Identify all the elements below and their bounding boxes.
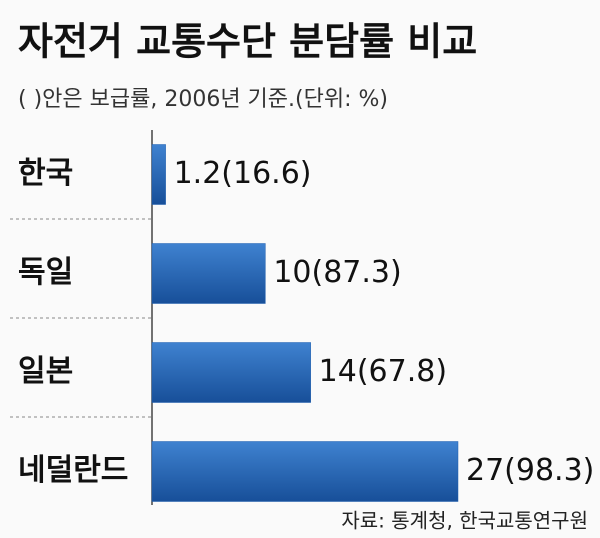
value-label: 1.2(16.6) (174, 156, 312, 191)
category-label: 네덜란드 (18, 453, 128, 488)
bar (151, 243, 266, 304)
value-label: 27(98.3) (466, 453, 594, 488)
chart-title: 자전거 교통수단 분담률 비교 (18, 20, 477, 64)
bar (151, 144, 166, 205)
source: 자료: 통계청, 한국교통연구원 (341, 509, 588, 533)
value-label: 10(87.3) (273, 255, 401, 290)
category-label: 한국 (18, 156, 73, 191)
bar (151, 342, 311, 403)
chart-subtitle: ( )안은 보급률, 2006년 기준.(단위: %) (18, 87, 388, 112)
value-label: 14(67.8) (319, 354, 447, 389)
category-label: 독일 (18, 255, 73, 290)
bar (151, 441, 459, 502)
category-label: 일본 (18, 354, 73, 389)
